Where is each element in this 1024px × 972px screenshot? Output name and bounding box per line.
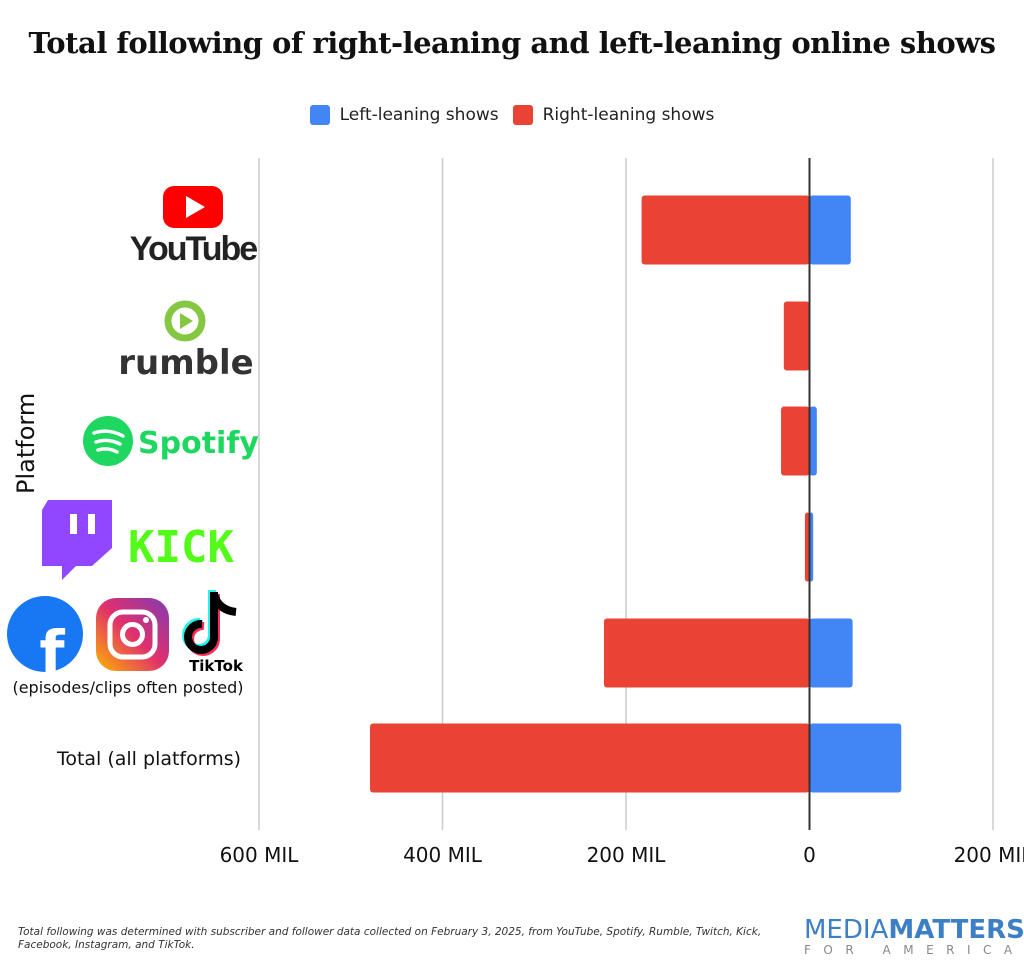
svg-text:rumble: rumble — [118, 343, 253, 383]
chart-title: Total following of right-leaning and lef… — [28, 26, 996, 60]
rumble-logo: rumble — [118, 300, 254, 383]
bar-right-leaning — [603, 618, 810, 688]
youtube-logo: YouTube — [130, 186, 259, 268]
legend-right: Right-leaning shows — [512, 105, 715, 125]
bar-right-leaning — [804, 512, 810, 582]
footnote: Total following was determined with subs… — [18, 926, 762, 951]
x-tick-label: 600 MIL — [220, 843, 300, 867]
bar-left-leaning — [809, 195, 851, 265]
svg-text:TikTok: TikTok — [189, 657, 244, 675]
legend-label-left: Left-leaning shows — [339, 105, 499, 125]
x-tick-label: 200 MIL — [954, 843, 1024, 867]
legend-left: Left-leaning shows — [309, 105, 499, 125]
svg-text:Spotify: Spotify — [138, 426, 259, 461]
legend-swatch-left — [309, 105, 330, 125]
spotify-logo: Spotify — [83, 416, 259, 466]
twitch-logo — [42, 500, 112, 580]
x-tick-label: 400 MIL — [403, 843, 483, 867]
bar-right-leaning — [781, 406, 810, 476]
instagram-logo — [96, 598, 169, 671]
category-label-social: (episodes/clips often posted) — [12, 678, 243, 697]
bar-left-leaning — [809, 618, 853, 688]
legend-label-right: Right-leaning shows — [542, 105, 715, 125]
bar-right-leaning — [370, 723, 810, 793]
tiktok-logo: TikTok — [182, 590, 244, 675]
facebook-logo: f — [7, 596, 83, 686]
chart: 600 MIL 400 MIL 200 MIL 0 200 MIL YouTube ru… — [7, 158, 1024, 867]
category-label-total: Total (all platforms) — [56, 748, 241, 770]
x-tick-label: 0 — [803, 843, 816, 867]
svg-text:YouTube: YouTube — [130, 230, 257, 268]
kick-logo: KICK — [128, 522, 234, 573]
svg-text:f: f — [39, 618, 65, 686]
bar-right-leaning — [641, 195, 810, 265]
legend: Left-leaning shows Right-leaning shows — [0, 105, 1024, 125]
bar-left-leaning — [809, 723, 902, 793]
x-tick-label: 200 MIL — [587, 843, 667, 867]
media-matters-logo: MEDIAMATTERS FOR AMERICA — [804, 915, 1024, 957]
bar-right-leaning — [783, 301, 810, 371]
legend-swatch-right — [512, 105, 533, 125]
bar-left-leaning — [809, 406, 817, 476]
